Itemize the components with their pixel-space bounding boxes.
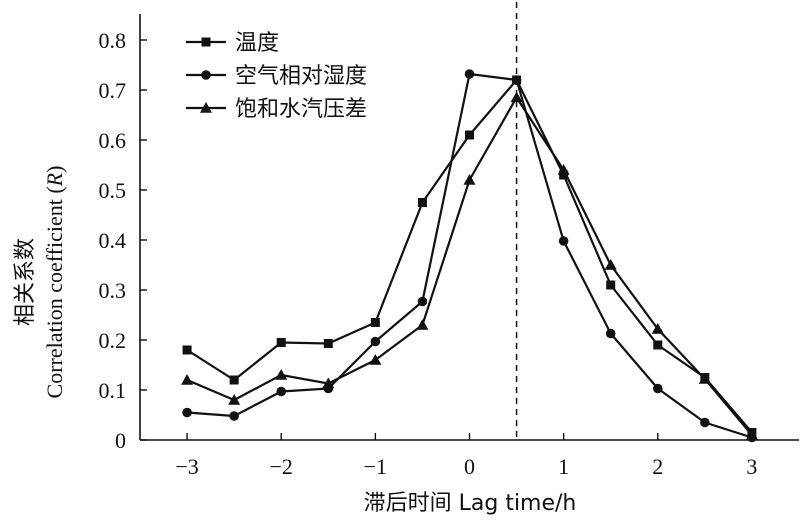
y-axis-title-en-suffix: ) — [42, 166, 67, 173]
data-point-circle — [652, 383, 663, 394]
x-tick-label: 0 — [464, 454, 475, 479]
data-point-triangle — [322, 377, 335, 389]
data-point-triangle — [228, 394, 241, 405]
data-point-square — [465, 130, 474, 140]
y-tick-label: 0.8 — [99, 28, 127, 53]
data-point-triangle — [651, 323, 664, 334]
x-tick-label: 2 — [652, 454, 663, 479]
legend-marker-square — [201, 37, 211, 47]
y-tick-label: 0.2 — [99, 328, 127, 353]
data-point-square — [276, 338, 286, 347]
legend-entry: 空气相对湿度 — [186, 64, 367, 89]
y-axis-title-en: Correlation coefficient (R) — [42, 166, 67, 399]
data-point-circle — [464, 69, 475, 79]
y-tick-label: 0.5 — [99, 178, 127, 203]
data-point-triangle — [745, 429, 758, 440]
data-point-triangle — [698, 373, 711, 384]
x-tick-label: −3 — [175, 454, 198, 479]
data-point-triangle — [369, 354, 382, 365]
data-point-circle — [558, 236, 569, 246]
legend-entry: 温度 — [186, 31, 279, 56]
data-point-circle — [229, 411, 239, 421]
legend-marker-circle — [201, 70, 211, 80]
data-point-square — [417, 198, 427, 207]
data-point-triangle — [510, 91, 523, 103]
series-circle — [182, 69, 757, 443]
y-axis-title-cn: 相关系数 — [13, 238, 38, 326]
data-point-triangle — [275, 369, 288, 380]
y-tick-label: 0.7 — [99, 78, 127, 103]
data-point-square — [323, 339, 333, 348]
data-point-square — [559, 170, 569, 180]
data-point-circle — [417, 296, 428, 307]
legend-marker-triangle — [200, 102, 212, 113]
data-point-triangle — [463, 174, 476, 185]
data-point-circle — [511, 75, 522, 85]
data-point-square — [606, 280, 616, 290]
data-point-triangle — [557, 164, 570, 175]
data-point-triangle — [416, 319, 429, 330]
data-point-triangle — [181, 374, 194, 385]
data-point-triangle — [604, 259, 617, 270]
series-line — [186, 96, 753, 436]
x-tick-label: −2 — [270, 454, 293, 479]
data-point-square — [182, 345, 192, 355]
x-axis-title: 滞后时间 Lag time/h — [364, 491, 577, 516]
data-point-circle — [370, 336, 381, 347]
x-tick-label: 1 — [558, 454, 569, 479]
legend-label: 饱和水汽压差 — [235, 97, 367, 122]
legend-entry: 饱和水汽压差 — [186, 97, 367, 122]
y-axis-title-en-var: R — [42, 172, 67, 187]
data-point-circle — [700, 417, 710, 428]
y-tick-label: 0.3 — [99, 278, 127, 303]
y-tick-label: 0.1 — [99, 378, 127, 403]
y-tick-label: 0.6 — [99, 128, 127, 153]
y-tick-label: 0.4 — [99, 228, 127, 253]
data-point-circle — [182, 407, 192, 418]
series-line — [186, 72, 753, 439]
data-point-circle — [605, 328, 616, 339]
series-triangle — [181, 91, 758, 440]
data-point-square — [370, 318, 380, 327]
x-tick-label: −1 — [364, 454, 387, 479]
y-tick-label: 0 — [115, 428, 126, 453]
legend-label: 空气相对湿度 — [235, 64, 367, 89]
data-point-square — [229, 375, 239, 385]
data-point-square — [653, 340, 663, 350]
legend-label: 温度 — [235, 31, 279, 56]
y-axis-title-en-prefix: Correlation coefficient ( — [42, 186, 67, 398]
data-point-circle — [276, 386, 287, 397]
x-tick-label: 3 — [746, 454, 757, 479]
